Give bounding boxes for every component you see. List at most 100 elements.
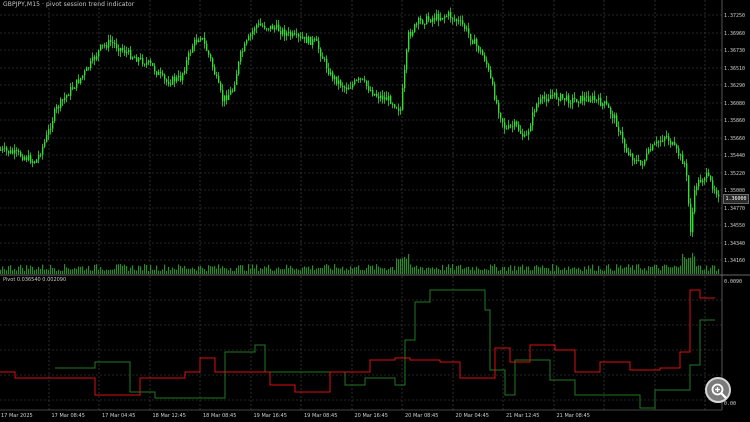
volume-bar xyxy=(54,268,56,274)
candle-body xyxy=(364,79,366,81)
volume-bar xyxy=(384,268,386,274)
candle-body xyxy=(182,73,184,81)
chart-title: GBPJPY,M15 · pivot session trend indicat… xyxy=(3,1,135,8)
volume-bar xyxy=(138,265,140,274)
candle-body xyxy=(292,33,294,37)
candle-body xyxy=(226,95,228,100)
volume-bar xyxy=(718,268,720,274)
volume-bar xyxy=(480,269,482,274)
candle-body xyxy=(388,96,390,101)
candle-body xyxy=(316,38,318,41)
candle-body xyxy=(284,29,286,36)
volume-bar xyxy=(442,264,444,274)
candle-body xyxy=(418,18,420,24)
candle-body xyxy=(594,96,596,101)
candle-body xyxy=(170,84,172,86)
price-tick-label: 1.35000 xyxy=(724,188,745,194)
volume-bar xyxy=(372,265,374,274)
volume-bar xyxy=(214,266,216,274)
volume-bar xyxy=(72,269,74,274)
volume-bar xyxy=(586,269,588,274)
candle-body xyxy=(610,107,612,114)
candle-body xyxy=(642,164,644,166)
volume-bar xyxy=(494,264,496,274)
volume-bar xyxy=(596,270,598,274)
candle-body xyxy=(98,50,100,57)
volume-bar xyxy=(406,258,408,274)
volume-bar xyxy=(610,268,612,274)
time-tick-label: 17 Mar 04:45 xyxy=(102,413,135,419)
candle-body xyxy=(578,102,580,104)
candle-body xyxy=(168,81,170,85)
volume-bar xyxy=(554,270,556,274)
candle-body xyxy=(520,130,522,134)
candle-body xyxy=(446,15,448,17)
zoom-button[interactable] xyxy=(705,377,731,403)
candle-body xyxy=(276,24,278,28)
candle-body xyxy=(400,109,402,111)
volume-bar xyxy=(4,269,6,274)
volume-bar xyxy=(602,270,604,274)
candle-body xyxy=(48,129,50,135)
volume-bar xyxy=(120,264,122,274)
volume-bar xyxy=(288,268,290,274)
volume-bar xyxy=(576,268,578,274)
candle-body xyxy=(0,149,2,151)
candle-body xyxy=(428,16,430,20)
volume-bar xyxy=(396,258,398,274)
volume-bar xyxy=(246,270,248,274)
candle-body xyxy=(630,154,632,156)
volume-bar xyxy=(350,266,352,274)
candle-body xyxy=(588,96,590,102)
volume-bar xyxy=(110,269,112,274)
candle-body xyxy=(66,95,68,98)
volume-bar xyxy=(342,266,344,274)
volume-bar xyxy=(112,269,114,274)
indicator-label: Pivot 0.036540 0.002090 xyxy=(3,277,67,283)
candle-body xyxy=(80,77,82,84)
volume-bar xyxy=(464,268,466,274)
volume-bar xyxy=(704,269,706,274)
volume-bar xyxy=(546,267,548,274)
candle-body xyxy=(442,17,444,19)
candle-body xyxy=(412,31,414,36)
volume-bar xyxy=(314,270,316,274)
volume-bar xyxy=(370,266,372,274)
candle-body xyxy=(54,109,56,121)
candle-body xyxy=(142,57,144,65)
volume-bar xyxy=(374,269,376,274)
volume-bar xyxy=(710,267,712,274)
candle-body xyxy=(426,16,428,25)
volume-bar xyxy=(616,264,618,274)
candle-body xyxy=(474,39,476,44)
candle-body xyxy=(78,79,80,84)
volume-bars xyxy=(0,252,720,274)
candle-body xyxy=(574,97,576,100)
candle-body xyxy=(620,131,622,133)
volume-bar xyxy=(382,268,384,274)
candle-body xyxy=(164,74,166,80)
candle-body xyxy=(656,141,658,144)
candle-body xyxy=(686,163,688,176)
volume-bar xyxy=(392,266,394,274)
volume-bar xyxy=(250,268,252,274)
volume-bar xyxy=(10,265,12,274)
candle-body xyxy=(266,28,268,30)
volume-bar xyxy=(228,270,230,274)
volume-bar xyxy=(2,266,4,274)
candle-body xyxy=(296,34,298,36)
candle-body xyxy=(20,152,22,157)
candle-body xyxy=(466,28,468,30)
zoom-in-magnifier-icon xyxy=(711,383,727,399)
candle-body xyxy=(448,12,450,16)
candle-body xyxy=(86,67,88,72)
grid-lines xyxy=(0,0,722,410)
volume-bar xyxy=(390,267,392,274)
volume-bar xyxy=(104,270,106,274)
volume-bar xyxy=(594,270,596,274)
candle-body xyxy=(350,87,352,89)
price-tick-label: 1.34160 xyxy=(724,258,745,264)
